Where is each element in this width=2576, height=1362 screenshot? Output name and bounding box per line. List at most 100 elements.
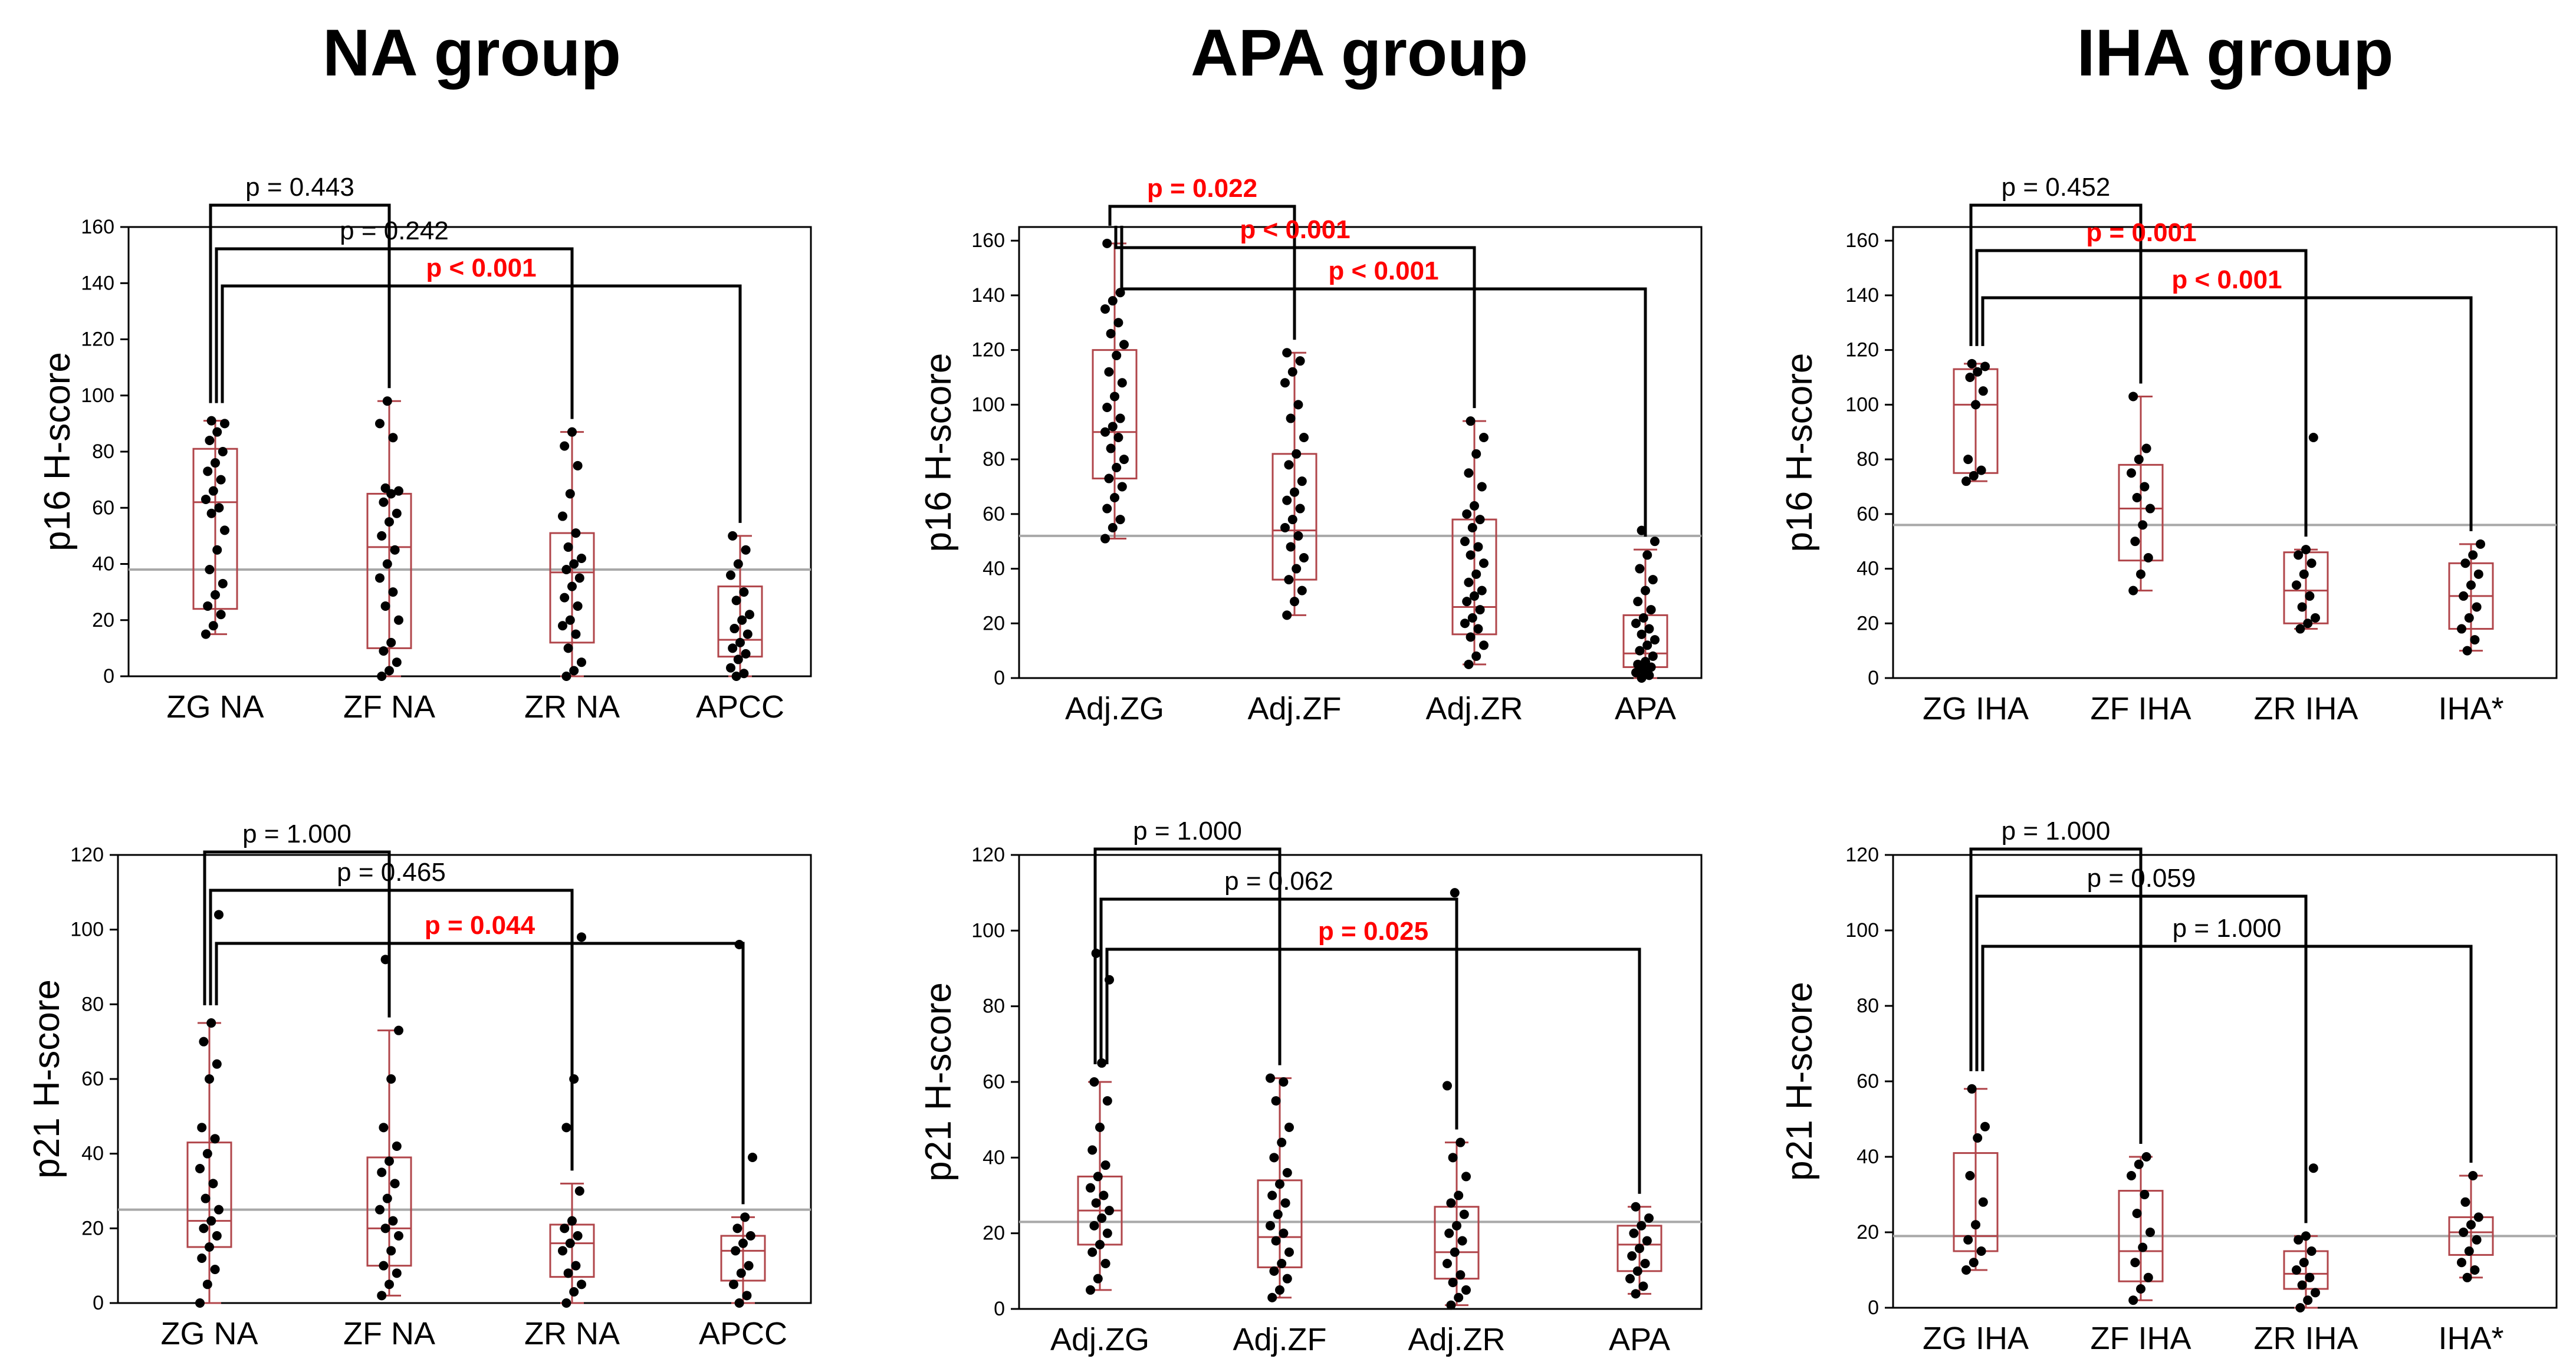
data-point [1462,509,1472,519]
data-point [2470,635,2480,645]
p-value-label: p = 1.000 [2002,817,2111,846]
data-point [567,1216,577,1226]
y-tick-label: 80 [1857,448,1879,471]
data-point [392,1141,402,1151]
data-point [1638,613,1648,623]
data-point [1269,1266,1279,1276]
data-point [1284,1247,1294,1257]
data-point [745,1231,755,1241]
data-point [1455,1137,1466,1147]
data-point [1282,1168,1292,1177]
data-point [1292,449,1302,459]
data-point [385,1279,394,1289]
data-point [1635,1243,1644,1254]
data-point [741,649,751,659]
data-point [1095,1239,1105,1249]
data-point [201,494,211,504]
data-point [199,1037,209,1047]
x-tick-label: ZR NA [524,689,620,725]
data-point [1461,1285,1471,1295]
p-value-label: p = 0.025 [1318,917,1428,946]
y-tick-label: 20 [983,612,1005,634]
x-tick-label: APCC [696,689,784,725]
data-point [212,1059,222,1069]
data-point [1644,624,1654,634]
y-tick-label: 80 [1857,995,1879,1017]
data-point [1102,238,1112,248]
data-point [1471,569,1481,579]
data-point [558,621,567,631]
box-iqr [1434,1206,1480,1280]
data-point [563,643,573,653]
data-point [1633,659,1643,669]
data-point [1967,1084,1977,1094]
data-point [1089,1077,1099,1087]
p-value-label: p < 0.001 [2171,265,2282,294]
comparison-bracket [1975,249,2308,537]
data-point [1467,523,1477,532]
data-point [560,441,570,451]
y-tick-label: 60 [1857,1070,1879,1093]
data-point [735,637,745,647]
p-value-label: p < 0.001 [1240,215,1350,244]
data-point [1973,367,1983,377]
data-point [1464,659,1474,669]
data-point [744,1261,754,1271]
data-point [2294,550,2304,560]
data-point [2128,1295,2138,1305]
y-tick-label: 120 [971,339,1005,361]
data-point [2303,619,2313,629]
data-point [2299,1258,2309,1268]
data-point [212,545,222,555]
data-point [1266,1073,1275,1083]
y-tick-label: 140 [1845,284,1879,307]
data-point [394,486,403,496]
data-point [392,657,402,667]
data-point [1112,350,1122,360]
x-tick-label: ZF IHA [2091,691,2191,726]
data-point [201,629,211,639]
data-point [211,458,220,468]
data-point [1108,523,1118,532]
data-point [375,573,385,583]
data-point [2130,537,2140,547]
x-tick-label: ZG IHA [1923,1321,2029,1356]
data-point [1625,1274,1635,1284]
data-point [1648,651,1658,661]
data-point [561,672,571,681]
comparison-bracket [215,247,574,419]
data-point [742,629,753,639]
y-tick-label: 100 [70,919,104,941]
x-tick-label: ZF IHA [2091,1321,2191,1356]
data-point [202,1279,212,1289]
data-point [740,1212,750,1222]
data-point [574,1186,584,1196]
data-point [1642,1236,1652,1246]
x-tick-label: Adj.ZF [1247,691,1341,726]
x-tick-label: IHA* [2438,1321,2503,1356]
y-tick-label: 0 [1868,1297,1879,1319]
data-point [2140,482,2150,492]
data-point [1464,468,1474,478]
data-point [561,1298,571,1308]
data-point [385,666,394,676]
comparison-bracket [209,203,391,403]
comparison-bracket [1981,945,2473,1163]
data-point [1637,1220,1647,1231]
data-point [375,419,385,429]
data-point [1282,495,1292,505]
data-point [565,489,575,499]
data-point [2143,553,2153,562]
data-point [380,601,390,611]
data-point [2140,1190,2150,1199]
data-point [392,508,402,518]
y-axis-label: p21 H-score [918,982,959,1182]
y-tick-label: 120 [1845,844,1879,866]
x-tick-label: APCC [699,1316,787,1351]
x-tick-label: APA [1609,1322,1670,1357]
p-value-label: p = 0.443 [245,173,354,202]
data-point [206,1216,216,1226]
data-point [577,1279,586,1289]
x-tick-label: Adj.ZG [1065,691,1164,726]
data-point [386,637,396,647]
